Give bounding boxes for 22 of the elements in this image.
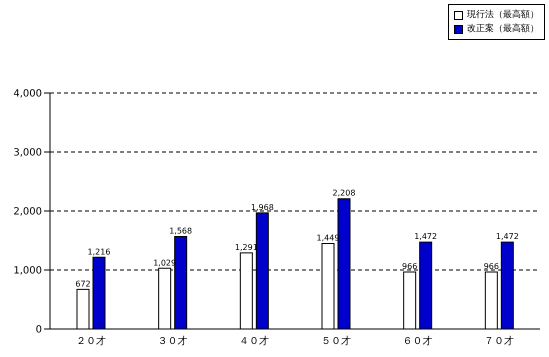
- data-label: 1,968: [250, 202, 274, 212]
- legend-label: 現行法（最高額）: [467, 8, 539, 22]
- y-tick-label: 1,000: [13, 266, 42, 277]
- x-tick-label: ２０才: [76, 335, 106, 348]
- y-tick-label: 4,000: [13, 88, 42, 100]
- x-tick-label: ６０才: [402, 335, 432, 348]
- y-tick-label: 3,000: [13, 148, 42, 159]
- data-label: 1,568: [169, 226, 192, 236]
- data-label: 966: [484, 262, 499, 272]
- data-label: 1,472: [414, 232, 438, 242]
- y-tick-label: 2,000: [13, 206, 42, 218]
- data-label: 672: [75, 279, 91, 288]
- data-label: 1,216: [88, 247, 110, 256]
- x-tick-label: ５０才: [320, 335, 351, 348]
- data-label: 1,472: [496, 232, 519, 242]
- data-label: 966: [402, 262, 418, 272]
- legend-label: 改正案（最高額）: [467, 22, 539, 36]
- y-tick-label: 0: [36, 324, 42, 336]
- x-tick-label: ３０才: [158, 335, 188, 348]
- data-label: 2,208: [332, 188, 356, 198]
- x-tick-label: ７０才: [484, 335, 514, 348]
- x-tick-label: ４０才: [239, 335, 270, 348]
